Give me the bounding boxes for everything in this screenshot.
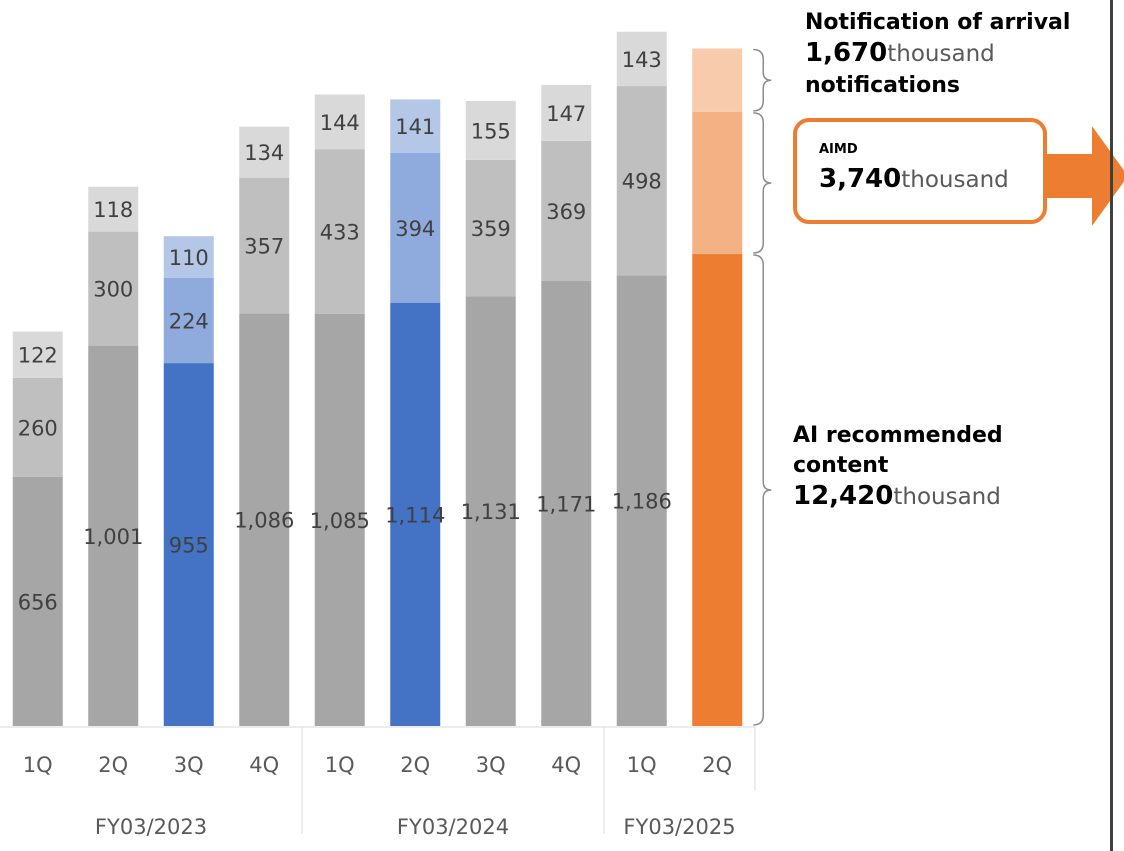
bar-value-label: 394 [395, 217, 435, 241]
notification-brace [753, 48, 772, 112]
x-group-label: FY03/2024 [397, 815, 509, 839]
bar-value-label: 357 [244, 234, 284, 258]
bar-value-label: 143 [622, 48, 662, 72]
bar-value-label: 656 [18, 590, 58, 614]
bar-segment [12, 331, 63, 378]
bar-segment [163, 277, 214, 364]
bar-segment [616, 86, 667, 276]
aimd-brace [753, 112, 772, 254]
bar-segment [314, 149, 365, 314]
bar-value-label: 1,186 [612, 490, 672, 514]
orange-arrow-icon [1045, 126, 1124, 226]
bar-value-label: 141 [395, 115, 435, 139]
bar-value-label: 1,131 [461, 500, 521, 524]
bar-value-label: 260 [18, 416, 58, 440]
bar-value-label: 224 [169, 310, 209, 334]
bar-segment [239, 126, 290, 178]
bar-segment [239, 313, 290, 726]
x-tick-label: 1Q [627, 753, 657, 777]
bar-segment [616, 31, 667, 87]
bars-layer [12, 31, 743, 727]
bar-segment [390, 99, 441, 153]
aimd-callout-box: AIMD 3,740thousand [793, 118, 1047, 224]
bar-segment [465, 159, 516, 297]
x-group-label: FY03/2023 [95, 815, 207, 839]
aimd-unit: thousand [901, 167, 1009, 193]
bar-value-label: 147 [546, 102, 586, 126]
bar-value-label: 433 [320, 220, 360, 244]
aimd-value-line: 3,740thousand [819, 164, 1009, 194]
bar-value-label: 955 [169, 534, 209, 558]
bar-value-label: 134 [244, 141, 284, 165]
bar-segment [12, 476, 63, 726]
bar-segment [88, 231, 139, 346]
notification-value: 1,670 [805, 38, 888, 68]
bar-segment [390, 302, 441, 726]
bar-value-label: 300 [93, 278, 133, 302]
bar-segment [390, 152, 441, 303]
annotation-braces [753, 48, 772, 726]
x-tick-label: 2Q [400, 753, 430, 777]
ai-recommended-brace [753, 254, 772, 726]
bar-value-label: 1,085 [310, 509, 370, 533]
ai-recommended-annotation: AI recommended content 12,420thousand [793, 421, 1003, 514]
bar-value-label: 369 [546, 200, 586, 224]
bar-value-label: 498 [622, 170, 662, 194]
bar-segment [314, 313, 365, 726]
bar-segment [12, 377, 63, 477]
notification-subtitle: notifications [805, 73, 960, 98]
notification-value-line: 1,670thousand [805, 38, 1070, 71]
bar-value-label: 359 [471, 217, 511, 241]
aimd-value: 3,740 [819, 164, 902, 194]
x-tick-label: 4Q [249, 753, 279, 777]
bar-value-label: 1,086 [234, 509, 294, 533]
bar-value-label: 1,171 [536, 493, 596, 517]
bar-segment [163, 363, 214, 726]
x-tick-label: 3Q [174, 753, 204, 777]
bar-segment [465, 296, 516, 726]
ai-recommended-value-line: 12,420thousand [793, 481, 1003, 514]
x-tick-label: 1Q [325, 753, 355, 777]
bar-segment [616, 275, 667, 726]
bar-segment [88, 345, 139, 726]
bar-segment [163, 236, 214, 278]
bar-value-label: 1,001 [83, 525, 143, 549]
x-tick-label: 4Q [551, 753, 581, 777]
x-tick-label: 3Q [476, 753, 506, 777]
bar-segment [239, 177, 290, 314]
bar-segment [692, 111, 743, 255]
bar-segment [465, 100, 516, 160]
bar-value-label: 155 [471, 119, 511, 143]
bar-segment [541, 84, 592, 141]
bar-segment [541, 281, 592, 726]
x-tick-label: 2Q [98, 753, 128, 777]
bar-value-label: 118 [93, 198, 133, 222]
bar-value-label: 122 [18, 344, 58, 368]
bar-segment [692, 48, 743, 112]
bar-segment [88, 186, 139, 232]
bar-value-label: 110 [169, 246, 209, 270]
bar-segment [541, 140, 592, 282]
notification-unit: thousand [887, 41, 995, 67]
x-axis: 1Q 2Q 3Q 4Q 1Q 2Q 3Q 4Q 1Q 2Q FY03/2023 FY03/2024 FY… [0, 726, 756, 839]
bar-value-label: 144 [320, 111, 360, 135]
x-tick-label: 1Q [23, 753, 53, 777]
notification-title: Notification of arrival [805, 10, 1071, 35]
x-tick-label: 2Q [702, 753, 732, 777]
bar-segment [692, 254, 743, 727]
x-group-label: FY03/2025 [623, 815, 735, 839]
frame-border [1110, 0, 1113, 851]
bar-segment [314, 94, 365, 150]
ai-recommended-unit: thousand [893, 484, 1001, 510]
bar-labels-layer: 656 260 122 1,001 300 118 955 224 110 1,086 357 134… [18, 48, 672, 614]
aimd-label: AIMD [819, 142, 858, 157]
notification-annotation: Notification of arrival 1,670thousand no… [805, 8, 1070, 101]
bar-value-label: 1,114 [385, 503, 445, 527]
ai-recommended-title-line2: content [793, 453, 889, 478]
ai-recommended-value: 12,420 [793, 481, 894, 511]
ai-recommended-title-line1: AI recommended [793, 423, 1003, 448]
